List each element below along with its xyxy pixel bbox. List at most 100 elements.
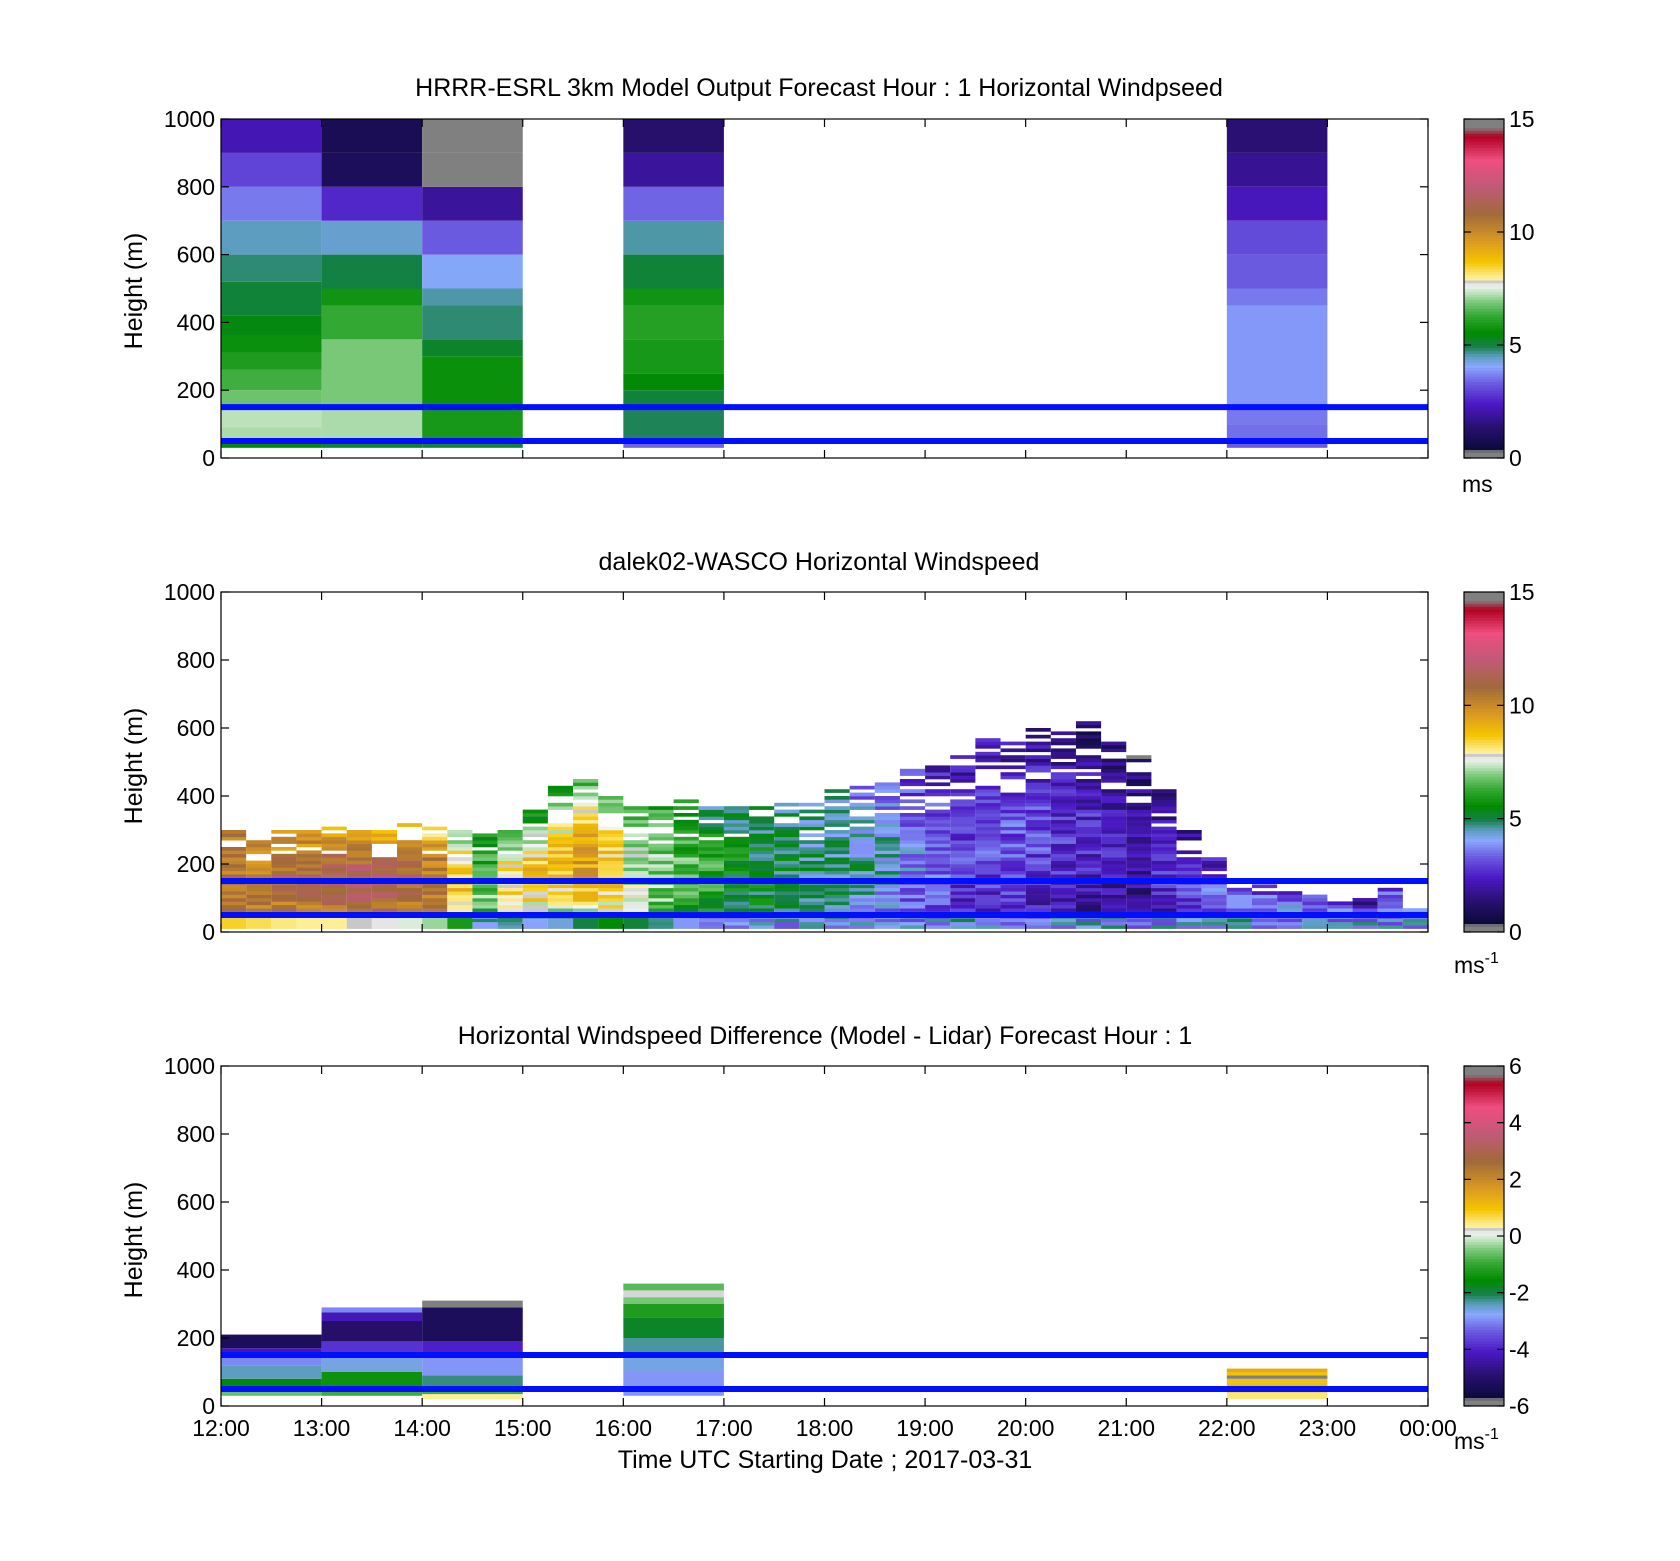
heatmap-cell [673,836,699,841]
heatmap-cell [246,921,272,926]
heatmap-cell [598,836,624,841]
heatmap-cell [874,867,900,872]
heatmap-cell [497,887,523,892]
colorbar-swatch [1464,226,1504,230]
heatmap-cell [598,806,624,810]
heatmap-cell [346,830,372,834]
colorbar-swatch [1464,169,1504,174]
heatmap-cell [1151,908,1177,912]
heatmap-cell [1050,891,1076,895]
heatmap-cell [1126,755,1152,759]
heatmap-cell [1075,792,1102,797]
heatmap-cell [698,921,724,926]
colorbar-swatch [1464,1162,1504,1166]
heatmap-cell [1000,799,1026,804]
heatmap-cell [899,843,926,848]
heatmap-cell [673,806,699,810]
heatmap-cell [1201,867,1227,872]
heatmap-cell [874,833,900,838]
heatmap-cell [1176,918,1202,923]
heatmap-cell [673,898,699,902]
heatmap-cell [447,860,473,865]
heatmap-cell [1000,853,1026,858]
heatmap-cell [522,826,548,831]
heatmap-cell [1075,731,1102,736]
heatmap-cell [1025,758,1051,763]
heatmap-cell [598,884,624,889]
heatmap-cell [749,819,775,824]
heatmap-cell [698,823,724,827]
heatmap-cell [623,1304,724,1318]
heatmap-cell [221,857,247,861]
colorbar-swatch [1464,872,1504,876]
heatmap-cell [950,891,976,895]
heatmap-cell [849,816,875,821]
heatmap-cell [598,898,624,902]
heatmap-cell [799,860,825,865]
heatmap-cell [547,833,574,838]
heatmap-cell [221,925,247,929]
heatmap-cell [1352,904,1378,909]
colorbar-swatch [1464,739,1504,743]
heatmap-cell [371,867,398,872]
heatmap-cell [1126,772,1152,776]
colorbar-swatch [1464,756,1504,760]
heatmap-cell [271,847,297,851]
heatmap-cell [522,816,548,821]
heatmap-cell [397,908,423,912]
heatmap-cell [1025,833,1051,838]
heatmap-cell [723,921,750,926]
colorbar-swatch [1464,449,1504,453]
heatmap-cell [472,867,498,872]
heatmap-cell [321,1372,423,1389]
heatmap-cell [799,887,825,892]
colorbar-frame [1463,591,1505,933]
heatmap-cell [221,918,247,923]
heatmap-cell [975,819,1001,824]
heatmap-cell [824,830,850,834]
heatmap-cell [422,867,448,872]
heatmap-cell [723,925,750,929]
heatmap-cell [899,925,926,929]
colorbar-swatch [1464,271,1504,275]
heatmap-cell [271,864,297,868]
heatmap-cell [925,894,951,899]
colorbar-swatch [1464,640,1504,644]
colorbar-swatch [1464,311,1504,315]
heatmap-cell [271,836,297,841]
colorbar-swatch [1464,441,1504,445]
colorbar-swatch [1464,852,1504,856]
heatmap-cell [1075,806,1102,810]
heatmap-cell [774,813,800,817]
heatmap-cell [723,816,750,821]
heatmap-cell [422,1355,523,1376]
heatmap-cell [271,870,297,875]
colorbar-swatch [1464,662,1504,667]
colorbar-swatch [1464,1105,1504,1109]
heatmap-cell [296,884,322,889]
heatmap-cell [824,836,850,841]
colorbar-swatch [1464,626,1504,630]
heatmap-cell [321,843,347,848]
heatmap-cell [1025,918,1051,923]
heatmap-cell [950,918,976,923]
colorbar-swatch [1464,1179,1504,1183]
heatmap-cell [1025,762,1051,766]
heatmap-cell [799,843,825,848]
heatmap-cell [271,904,297,909]
colorbar-swatch [1464,424,1504,428]
heatmap-cell [1327,908,1353,912]
colorbar-swatch [1464,691,1504,695]
heatmap-cell [799,809,825,814]
heatmap-cell [1075,724,1102,729]
heatmap-cell [698,806,724,810]
colorbar-swatch [1464,299,1504,304]
heatmap-cell [522,894,548,899]
heatmap-cell [271,921,297,926]
heatmap-cell [371,864,398,868]
colorbar-swatch [1464,611,1504,616]
heatmap-cell [1075,840,1102,844]
heatmap-cell [1251,908,1278,912]
colorbar-swatch [1464,1270,1504,1274]
colorbar-swatch [1464,1213,1504,1217]
